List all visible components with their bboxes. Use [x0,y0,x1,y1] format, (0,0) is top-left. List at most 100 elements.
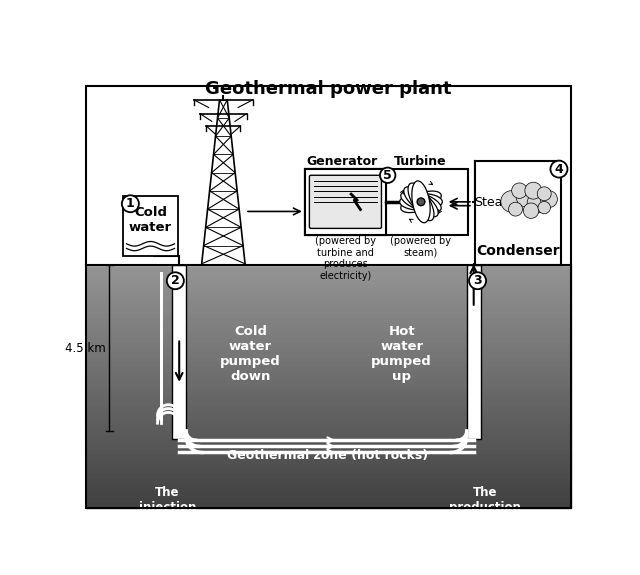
Text: Geothermal zone (hot rocks): Geothermal zone (hot rocks) [227,449,429,462]
Bar [86,411,572,416]
Text: 4: 4 [555,163,563,175]
Bar [86,382,572,386]
Bar [86,328,572,334]
Circle shape [509,202,522,216]
Bar [86,300,572,304]
Bar [86,484,572,489]
Circle shape [501,191,522,212]
Bar [86,503,572,508]
Bar [86,445,572,450]
Ellipse shape [404,187,438,217]
Circle shape [540,191,557,208]
Bar [305,169,467,235]
Text: Hot
water
pumped
up: Hot water pumped up [371,325,432,383]
Bar [86,348,572,352]
Circle shape [380,167,396,183]
Text: 2: 2 [171,274,180,288]
Text: Cold
water: Cold water [129,206,172,234]
Bar [476,162,561,265]
Bar [86,372,572,377]
Circle shape [527,193,547,213]
Bar [86,362,572,367]
Circle shape [524,203,539,218]
Circle shape [167,273,184,289]
Bar [86,493,572,498]
Bar [86,319,572,324]
Bar [86,294,572,300]
Bar [86,314,572,319]
Bar [305,169,386,235]
Bar [86,392,572,396]
Bar [86,498,572,503]
Bar [86,386,572,392]
Text: (powered by
turbine and
produces
electricity): (powered by turbine and produces electri… [315,236,376,281]
Text: Generator: Generator [307,155,378,167]
Text: The
production
well: The production well [449,486,521,530]
Bar [86,420,572,426]
Bar [86,86,572,265]
Bar [86,270,572,275]
Circle shape [516,189,535,207]
Text: 4.5 km: 4.5 km [65,342,106,355]
Circle shape [511,183,527,198]
Bar [86,459,572,464]
Bar [86,275,572,280]
Bar [86,367,572,372]
Text: Steam: Steam [474,196,514,209]
FancyBboxPatch shape [309,175,381,228]
Text: Condenser: Condenser [476,244,560,259]
Bar [86,285,572,290]
Bar [86,338,572,343]
Circle shape [469,273,486,289]
Bar [86,290,572,294]
Bar [86,440,572,445]
Text: 3: 3 [473,274,482,288]
Circle shape [122,196,139,212]
Circle shape [417,198,425,206]
Text: 1: 1 [126,197,135,210]
Bar [86,450,572,455]
Circle shape [538,201,550,214]
Ellipse shape [408,183,434,221]
Text: The
injection
well: The injection well [139,486,196,530]
Circle shape [537,187,551,201]
Bar [86,479,572,484]
Circle shape [550,160,568,178]
Bar [86,343,572,348]
Bar [86,416,572,420]
Ellipse shape [401,191,441,213]
Bar [86,352,572,358]
Bar [86,455,572,459]
Bar [86,406,572,411]
Bar [86,426,572,430]
Ellipse shape [400,193,442,210]
Text: Geothermal power plant: Geothermal power plant [205,80,451,98]
Bar [86,358,572,362]
Bar [86,396,572,401]
Ellipse shape [412,181,430,223]
Text: Cold
water
pumped
down: Cold water pumped down [220,325,281,383]
Text: 5: 5 [383,168,392,182]
Bar [86,309,572,314]
Bar [86,280,572,285]
Bar [86,324,572,328]
Bar [86,474,572,479]
Bar [86,334,572,338]
Bar [86,265,572,270]
Bar [86,489,572,493]
Bar [86,464,572,469]
Ellipse shape [401,191,441,213]
Bar [305,169,386,235]
Bar [86,435,572,440]
Text: (powered by
steam): (powered by steam) [390,236,451,258]
Bar [86,401,572,406]
Text: Turbine: Turbine [394,155,447,167]
Bar [86,377,572,382]
Bar [467,265,481,439]
Bar [86,469,572,474]
Circle shape [525,182,542,199]
Bar [86,304,572,309]
Bar [123,196,179,256]
Bar [172,265,186,439]
Bar [86,430,572,435]
